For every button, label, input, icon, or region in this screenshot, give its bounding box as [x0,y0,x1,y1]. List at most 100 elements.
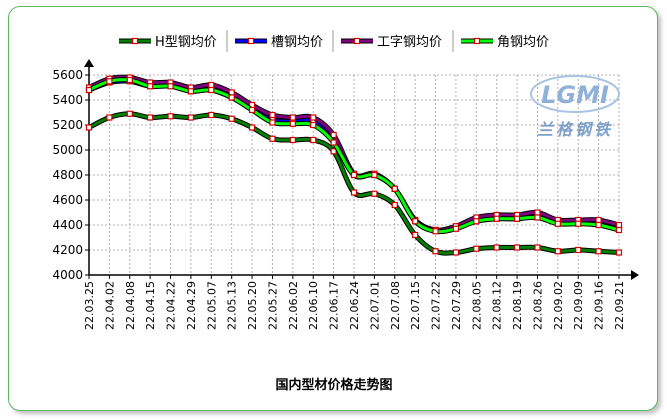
data-point-marker [575,246,582,254]
x-tick-label: 22.08.05 [470,281,483,330]
data-point-marker [289,114,296,121]
x-tick-label: 22.07.29 [450,281,463,330]
x-tick-label: 22.09.02 [552,281,565,330]
x-tick-label: 22.05.27 [266,281,279,330]
data-point-marker [595,216,602,224]
data-point-marker [269,119,276,126]
data-point-marker [167,83,174,90]
y-tick-label: 4800 [52,168,83,182]
data-point-marker [452,249,460,256]
legend-label: 角钢均价 [497,35,549,50]
x-tick-label: 22.03.25 [83,281,96,330]
x-tick-label: 22.06.02 [287,281,300,330]
data-point-marker [432,248,439,255]
y-tick-label: 5600 [52,68,83,82]
legend-marker [473,37,481,45]
series-lines [85,74,623,256]
y-tick-label: 4600 [52,193,83,207]
x-tick-label: 22.08.12 [491,281,504,330]
data-point-marker [615,221,623,229]
data-point-marker [473,245,480,252]
data-point-marker [147,114,154,121]
data-point-marker [615,226,623,234]
series-1 [85,110,623,256]
data-point-marker [187,114,195,121]
data-point-marker [391,201,398,209]
data-point-marker [412,231,419,239]
data-point-marker [330,131,337,139]
data-point-marker [208,111,215,119]
data-point-marker [350,171,358,179]
data-point-marker [106,114,113,121]
data-point-marker [432,228,439,235]
data-point-marker [167,113,174,120]
data-point-marker [371,171,378,179]
x-tick-label: 22.09.21 [613,281,626,330]
data-point-marker [534,244,541,251]
data-point-marker [595,221,602,229]
x-tick-label: 22.07.22 [430,281,443,330]
x-tick-label: 22.08.19 [511,281,524,330]
data-point-marker [187,88,195,95]
data-point-marker [248,124,256,131]
x-tick-label: 22.04.08 [124,281,137,330]
data-point-marker [534,214,541,221]
data-point-marker [452,225,460,232]
data-point-marker [289,136,296,144]
y-tick-label: 4000 [52,268,83,282]
data-point-marker [412,218,419,225]
legend-marker [131,37,139,45]
data-point-marker [269,135,276,142]
data-point-marker [493,215,500,222]
y-tick-label: 5400 [52,93,83,107]
data-point-marker [228,115,235,122]
legend: H型钢均价 槽钢均价 工字钢均价 角钢均价 [119,30,549,52]
x-tick-label: 22.05.20 [246,281,259,330]
data-point-marker [269,111,276,119]
data-point-marker [473,218,480,225]
line-chart: H型钢均价 槽钢均价 工字钢均价 角钢均价 4000 4200 4400 4600 4800 5… [52,30,639,393]
data-point-marker [493,244,500,251]
logo-main-text: LGMI [541,81,609,109]
x-tick-label: 22.07.08 [389,281,402,330]
y-tick-label: 5000 [52,143,83,157]
axes [84,59,639,280]
legend-label: 工字钢均价 [377,35,442,50]
data-point-marker [126,76,133,84]
data-point-marker [595,248,602,255]
data-point-marker [208,81,215,89]
x-tick-label: 22.04.15 [144,281,157,330]
series-4 [85,76,623,235]
legend-item-1: H型钢均价 [119,35,217,50]
data-point-marker [330,148,337,155]
x-tick-label: 22.07.01 [368,281,381,330]
x-tick-label: 22.06.10 [307,281,320,330]
x-tick-label: 22.09.09 [572,281,585,330]
data-point-marker [310,121,317,129]
x-tick-label: 22.07.15 [409,281,422,330]
data-point-marker [208,86,215,94]
data-point-marker [534,209,541,216]
data-point-marker [350,189,358,196]
y-axis-arrow [84,59,94,67]
data-point-marker [85,86,93,94]
x-axis-ticks: 22.03.25 22.04.02 22.04.08 22.04.15 22.04.22… [83,275,626,330]
x-tick-label: 22.04.29 [185,281,198,330]
legend-marker [247,37,255,45]
legend-marker [353,37,361,45]
data-point-marker [228,94,235,101]
y-axis-ticks: 4000 4200 4400 4600 4800 5000 5200 5400 5600 [52,68,89,282]
data-point-marker [147,83,154,90]
data-point-marker [310,114,317,121]
logo-sub-text: 兰格钢铁 [537,120,613,139]
x-tick-label: 22.08.26 [531,281,544,330]
data-point-marker [126,110,133,117]
data-point-marker [248,106,256,114]
x-tick-label: 22.06.24 [348,281,361,330]
chart-title: 国内型材价格走势图 [275,377,392,393]
y-tick-label: 4400 [52,218,83,232]
x-axis-arrow [631,270,639,280]
x-tick-label: 22.05.07 [205,281,218,330]
x-tick-label: 22.04.22 [165,281,178,330]
legend-item-4: 角钢均价 [461,35,549,50]
